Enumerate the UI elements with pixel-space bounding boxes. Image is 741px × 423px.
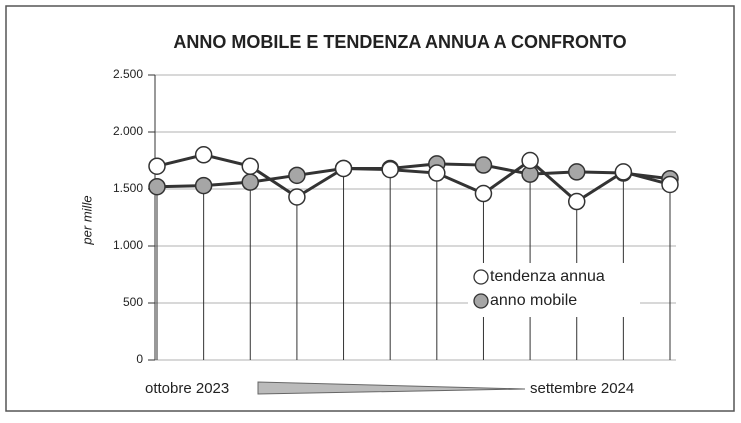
y-tick-label: 500 <box>123 295 143 309</box>
legend-label: tendenza annua <box>490 268 605 285</box>
legend-box <box>468 263 640 317</box>
y-tick-label: 0 <box>136 352 143 366</box>
annotation: settembre 2024 <box>530 380 634 397</box>
point <box>194 146 213 164</box>
point <box>241 173 260 191</box>
point <box>614 163 633 181</box>
point <box>474 184 493 203</box>
frame <box>5 5 735 412</box>
annotation: ottobre 2023 <box>145 380 229 397</box>
chart-title: ANNO MOBILE E TENDENZA ANNUA A CONFRONTO <box>173 32 626 52</box>
legend-marker <box>473 269 489 285</box>
point <box>521 151 539 170</box>
legend-marker <box>473 293 489 309</box>
point <box>567 192 586 211</box>
point <box>194 176 213 195</box>
point <box>567 163 586 181</box>
y-tick-label: 1.500 <box>113 181 143 195</box>
point <box>288 166 306 185</box>
point <box>428 164 446 182</box>
point <box>381 160 399 179</box>
point <box>661 175 679 194</box>
y-axis-label: per mille <box>79 195 94 245</box>
y-tick-label: 1.000 <box>113 238 143 252</box>
y-tick-label: 2.000 <box>113 124 143 138</box>
point <box>288 188 306 206</box>
legend-label: anno mobile <box>490 292 577 309</box>
y-tick-label: 2.500 <box>113 67 143 81</box>
time-arrow <box>257 381 526 395</box>
point <box>241 157 260 175</box>
point <box>148 157 166 175</box>
point <box>474 156 493 174</box>
point <box>148 177 166 196</box>
point <box>334 159 353 178</box>
